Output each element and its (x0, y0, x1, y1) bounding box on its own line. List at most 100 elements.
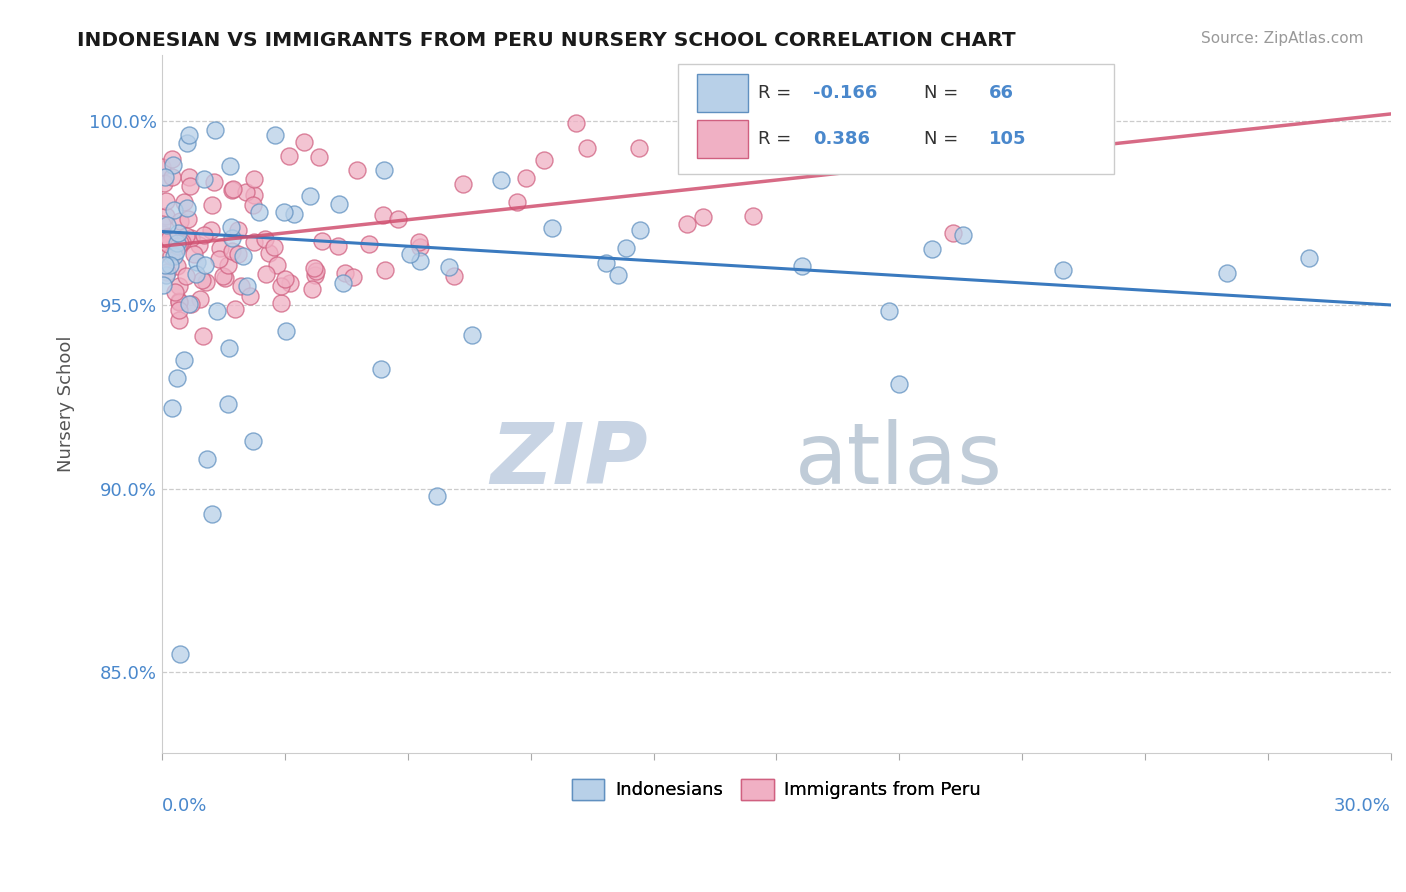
Point (676, 217, 699, 231)
Point (176, 201, 198, 215)
Point (439, 260, 461, 274)
Point (177, 296, 200, 310)
Point (242, 235, 264, 249)
Point (595, 256, 617, 270)
FancyBboxPatch shape (696, 74, 748, 112)
Point (491, 173, 513, 187)
Point (692, 210, 714, 224)
Point (533, 153, 555, 168)
Point (177, 212, 200, 227)
Point (304, 260, 326, 275)
Point (173, 353, 195, 368)
FancyBboxPatch shape (678, 63, 1115, 174)
Point (201, 198, 224, 212)
Text: 30.0%: 30.0% (1334, 797, 1391, 815)
Point (232, 249, 254, 263)
Point (214, 270, 236, 285)
Point (242, 198, 264, 212)
Point (235, 185, 257, 199)
Point (200, 223, 222, 237)
Point (409, 253, 432, 268)
FancyBboxPatch shape (696, 120, 748, 158)
Text: N =: N = (924, 130, 965, 148)
Point (239, 289, 262, 303)
Text: R =: R = (758, 130, 797, 148)
Point (747, 114, 769, 128)
Point (217, 258, 239, 272)
Text: 66: 66 (988, 84, 1014, 102)
Point (270, 279, 292, 293)
Point (461, 327, 484, 342)
Point (155, 235, 177, 250)
Point (228, 223, 250, 237)
Point (163, 249, 186, 263)
Point (1298, 251, 1320, 265)
Point (167, 303, 190, 318)
Point (170, 235, 193, 249)
Point (167, 293, 190, 308)
Point (276, 324, 298, 338)
Point (301, 282, 323, 296)
Point (308, 150, 330, 164)
Point (304, 268, 326, 282)
Point (191, 273, 214, 287)
Point (193, 172, 215, 186)
Point (160, 401, 183, 415)
Point (254, 268, 277, 282)
Point (204, 123, 226, 137)
Point (202, 175, 225, 189)
Point (176, 136, 198, 150)
Point (370, 361, 392, 376)
Point (157, 232, 180, 246)
Point (1052, 263, 1074, 277)
Text: 0.386: 0.386 (813, 130, 870, 148)
Point (921, 242, 943, 256)
Point (877, 303, 900, 318)
Point (253, 231, 276, 245)
Point (157, 236, 180, 251)
Point (153, 258, 176, 272)
Point (221, 244, 243, 258)
Point (229, 278, 252, 293)
Text: INDONESIAN VS IMMIGRANTS FROM PERU NURSERY SCHOOL CORRELATION CHART: INDONESIAN VS IMMIGRANTS FROM PERU NURSE… (77, 31, 1017, 50)
Point (374, 263, 396, 277)
Point (155, 229, 177, 244)
Point (173, 195, 195, 210)
Point (236, 279, 259, 293)
Point (741, 209, 763, 223)
Point (155, 268, 177, 282)
Text: 105: 105 (988, 130, 1026, 148)
Point (292, 135, 315, 149)
Point (305, 264, 328, 278)
Point (169, 235, 191, 250)
Point (179, 179, 201, 194)
Point (408, 235, 430, 249)
Point (952, 227, 974, 242)
Point (193, 228, 215, 243)
Point (221, 183, 243, 197)
Point (156, 265, 179, 279)
Text: Source: ZipAtlas.com: Source: ZipAtlas.com (1201, 31, 1364, 46)
Point (195, 452, 218, 467)
Point (359, 236, 381, 251)
Point (409, 240, 432, 254)
Point (247, 204, 270, 219)
Point (152, 227, 174, 241)
Point (194, 275, 217, 289)
Point (270, 296, 292, 310)
Point (607, 268, 630, 283)
Point (747, 110, 769, 124)
Point (163, 202, 186, 217)
Point (451, 177, 474, 191)
Text: N =: N = (924, 84, 965, 102)
Point (614, 241, 637, 255)
Point (155, 209, 177, 223)
Point (1216, 266, 1239, 280)
Point (264, 128, 287, 142)
Point (228, 246, 250, 260)
Point (851, 146, 873, 161)
Point (565, 115, 588, 129)
Point (628, 141, 651, 155)
Point (734, 112, 756, 127)
Point (194, 258, 217, 272)
